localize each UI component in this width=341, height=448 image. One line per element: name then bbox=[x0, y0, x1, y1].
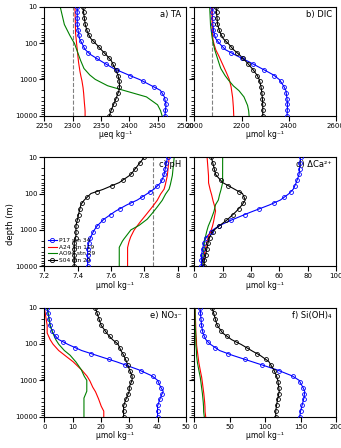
Text: f) Si(OH)₄: f) Si(OH)₄ bbox=[292, 311, 332, 320]
X-axis label: μeq kg⁻¹: μeq kg⁻¹ bbox=[99, 130, 132, 139]
Text: c) pH: c) pH bbox=[159, 160, 182, 169]
X-axis label: μmol kg⁻¹: μmol kg⁻¹ bbox=[96, 280, 134, 289]
X-axis label: μmol kg⁻¹: μmol kg⁻¹ bbox=[246, 280, 284, 289]
X-axis label: μmol kg⁻¹: μmol kg⁻¹ bbox=[246, 130, 284, 139]
X-axis label: μmol kg⁻¹: μmol kg⁻¹ bbox=[246, 431, 284, 440]
Text: a) TA: a) TA bbox=[161, 10, 182, 19]
Text: depth (m): depth (m) bbox=[6, 203, 15, 245]
X-axis label: μmol kg⁻¹: μmol kg⁻¹ bbox=[96, 431, 134, 440]
Text: b) DIC: b) DIC bbox=[306, 10, 332, 19]
Text: e) NO₃⁻: e) NO₃⁻ bbox=[150, 311, 182, 320]
Legend: P17 stn 34, A24 stn 119, AO94 stn 29, S04 stn 29: P17 stn 34, A24 stn 119, AO94 stn 29, S0… bbox=[47, 237, 96, 263]
Text: d) ΔCa²⁺: d) ΔCa²⁺ bbox=[296, 160, 332, 169]
